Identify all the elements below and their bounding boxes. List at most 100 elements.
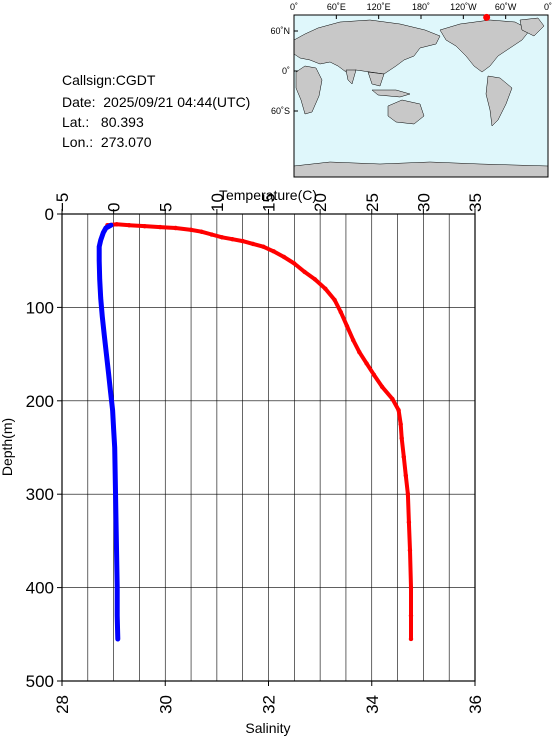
map-lon-label: 60˚E [327, 2, 346, 12]
y-tick-label: 200 [26, 392, 54, 411]
temperature-point [157, 224, 163, 230]
temperature-point [408, 636, 414, 642]
temperature-tick-label: −5 [53, 193, 72, 212]
temperature-point [209, 232, 214, 237]
salinity-point [102, 333, 107, 338]
land-indonesia [371, 89, 411, 98]
salinity-point [113, 501, 118, 506]
callsign-line: Callsign:CGDT [62, 72, 155, 88]
lat-value: 80.393 [100, 114, 144, 130]
temperature-point [396, 407, 401, 413]
lat-line: Lat.: 80.393 [62, 114, 144, 130]
temperature-point [281, 254, 287, 260]
land-greenland [519, 17, 545, 37]
temperature-point [405, 492, 411, 497]
salinity-point [98, 295, 103, 301]
salinity-point [97, 277, 102, 282]
y-ticks: 0 100 200 300 400 500 [26, 205, 62, 691]
salinity-point [104, 351, 109, 357]
temperature-tick-label: 35 [466, 193, 485, 212]
temperature-point [323, 286, 328, 291]
map-lon-label: 0˚ [290, 2, 298, 12]
temperature-point [142, 223, 147, 229]
map-land [293, 17, 549, 178]
land-south-america [485, 75, 513, 127]
temperature-axis-label: Temperature(C) [219, 187, 317, 203]
temperature-point [230, 237, 235, 242]
date-value: 2025/09/21 04:44(UTC) [103, 94, 251, 110]
y-tick-label: 0 [45, 205, 54, 224]
land-australia [387, 99, 425, 125]
map-lat-label: 0˚ [282, 66, 290, 76]
depth-axis-label: Depth(m) [0, 418, 15, 476]
temperature-tick-label: 20 [311, 193, 330, 212]
temperature-tick-label: 25 [363, 193, 382, 212]
salinity-point [103, 225, 109, 231]
temperature-tick-label: 15 [260, 193, 279, 212]
y-tick-label: 400 [26, 579, 54, 598]
map-lat-label: 60˚N [270, 26, 290, 36]
map-lon-label: 60˚W [495, 2, 517, 12]
land-south-asia [345, 69, 385, 87]
temperature-tick-label: 10 [208, 193, 227, 212]
salinity-ticks: 28 30 32 34 36 [53, 681, 485, 714]
temperature-tick-label: 5 [156, 203, 175, 212]
temperature-point [240, 238, 245, 244]
map-lon-label: 0˚ [544, 2, 552, 12]
temperature-point [344, 323, 350, 329]
salinity-point [110, 407, 115, 413]
salinity-point [98, 237, 103, 243]
salinity-point [114, 557, 119, 562]
temperature-point [379, 384, 385, 389]
map-lon-label: 120˚W [450, 2, 477, 12]
station-marker [483, 13, 491, 21]
lon-value: 273.070 [100, 134, 152, 150]
temperature-point [371, 372, 377, 377]
salinity-tick-label: 28 [53, 695, 72, 714]
salinity-line [96, 222, 121, 642]
map-lat-ticks: 60˚N 0˚ 60˚S [270, 26, 298, 116]
map-lat-label: 60˚S [271, 106, 290, 116]
temperature-point [401, 454, 406, 460]
salinity-point [112, 473, 118, 478]
temperature-point [114, 222, 119, 227]
temperature-point [408, 585, 414, 590]
lon-label: Lon.: [62, 134, 94, 150]
salinity-point [106, 370, 111, 375]
salinity-point [111, 426, 116, 432]
salinity-point [115, 636, 120, 642]
temperature-point [126, 223, 132, 228]
temperature-point [199, 229, 204, 234]
land-eurasia [293, 19, 441, 75]
temperature-point [357, 350, 362, 355]
grid [61, 213, 476, 682]
series-layer [96, 222, 414, 642]
callsign-value: CGDT [115, 72, 156, 88]
salinity-point [115, 585, 120, 590]
temperature-point [406, 520, 412, 525]
salinity-tick-label: 30 [156, 695, 175, 714]
salinity-point [115, 613, 120, 618]
salinity-tick-label: 36 [466, 695, 485, 714]
land-north-america [439, 19, 531, 73]
temperature-point [390, 396, 395, 402]
salinity-tick-label: 32 [260, 695, 279, 714]
salinity-point [114, 529, 119, 534]
station-marker-dot [483, 13, 491, 21]
temperature-point [219, 235, 225, 240]
temperature-point [332, 297, 337, 303]
y-tick-label: 500 [26, 672, 54, 691]
temperature-point [408, 613, 414, 618]
temperature-ticks: −5 0 5 10 15 20 25 30 35 [53, 193, 485, 214]
date-label: Date: [62, 94, 96, 110]
salinity-point [96, 244, 102, 249]
temperature-point [302, 269, 307, 275]
temperature-point [350, 337, 356, 343]
map-lon-label: 120˚E [367, 2, 391, 12]
date-line: Date: 2025/09/21 04:44(UTC) [62, 94, 250, 110]
world-map: 0˚ 60˚E 120˚E 180˚ 120˚W 60˚W 0˚ 60˚N 0˚ 60˚S [270, 2, 552, 178]
temperature-point [399, 435, 404, 441]
salinity-point [108, 223, 114, 228]
